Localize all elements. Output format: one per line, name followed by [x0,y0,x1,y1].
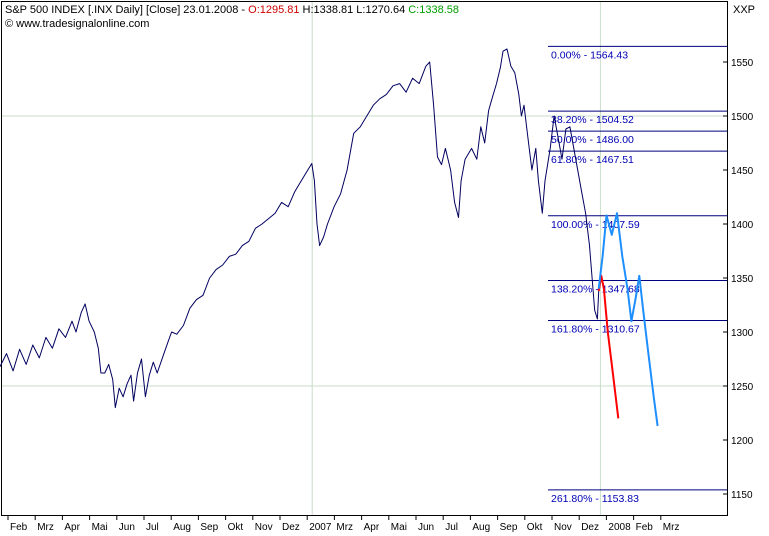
header: S&P 500 INDEX [.INX Daily] [Close] 23.01… [5,4,755,30]
x-tick-label: Nov [255,522,273,533]
x-tick-label: Aug [472,522,490,533]
x-tick-label: Mrz [336,522,353,533]
x-tick-label: Jun [119,522,135,533]
x-tick-label: 2008 [608,522,631,533]
x-axis: Feb Mrz Apr Mai Jun Jul Aug Sep Okt Nov Dez 2007 Mrz… [7,515,680,533]
x-tick-label: Mai [391,522,407,533]
header-low: L:1270.64 [356,4,405,16]
x-tick-label: Dez [581,522,599,533]
fib-level-label: 138.20% - 1347.68 [551,284,640,296]
series-line-price [0,48,600,409]
series-line-projection_blue [597,212,659,427]
y-tick-label: 1550 [731,58,754,69]
x-tick-label: Nov [554,522,572,533]
fib-level-label: 161.80% - 1310.67 [551,323,640,335]
fib-level-label: 100.00% - 1407.59 [551,219,640,231]
series-layer [0,48,659,427]
x-tick-label: Apr [64,522,80,533]
x-tick-label: Okt [228,522,244,533]
y-tick-label: 1450 [731,166,754,177]
y-tick-label: 1300 [731,328,754,339]
x-tick-label: Sep [500,522,518,533]
header-instrument-line: S&P 500 INDEX [.INX Daily] [Close] 23.01… [5,4,459,16]
x-tick-label: Jul [146,522,159,533]
fib-level-label: 261.80% - 1153.83 [551,493,639,505]
x-tick-label: Sep [200,522,218,533]
y-tick-label: 1400 [731,220,754,231]
grid-layer [2,2,727,515]
header-symbol: XXP [733,4,755,16]
x-tick-label: Feb [10,522,28,533]
x-tick-label: Jun [418,522,434,533]
y-axis: 1150 1200 1250 1300 1350 1400 1450 1500 1550 [723,58,754,501]
x-tick-label: Mai [92,522,108,533]
y-tick-label: 1500 [731,112,754,123]
header-instrument: S&P 500 INDEX [.INX Daily] [Close] 23.01… [5,4,248,16]
fib-level-label: 0.00% - 1564.43 [551,49,628,61]
header-close: C:1338.58 [408,4,459,16]
x-tick-label: Okt [527,522,543,533]
header-copyright: © www.tradesignalonline.com [5,18,149,30]
x-tick-label: Mrz [663,522,680,533]
y-tick-label: 1250 [731,382,754,393]
x-tick-label: Aug [173,522,191,533]
header-open: O:1295.81 [248,4,299,16]
y-tick-label: 1200 [731,436,754,447]
y-tick-label: 1350 [731,274,754,285]
x-tick-label: Apr [364,522,380,533]
plot-frame [1,1,728,516]
x-tick-label: Dez [282,522,300,533]
fib-level-label: 61.80% - 1467.51 [551,154,634,166]
y-tick-label: 1150 [731,490,753,501]
x-tick-label: Jul [445,522,458,533]
x-tick-label: 2007 [309,522,332,533]
header-high: H:1338.81 [303,4,354,16]
x-tick-label: Feb [636,522,654,533]
fib-level-label: 38.20% - 1504.52 [551,114,634,126]
x-tick-label: Mrz [37,522,54,533]
